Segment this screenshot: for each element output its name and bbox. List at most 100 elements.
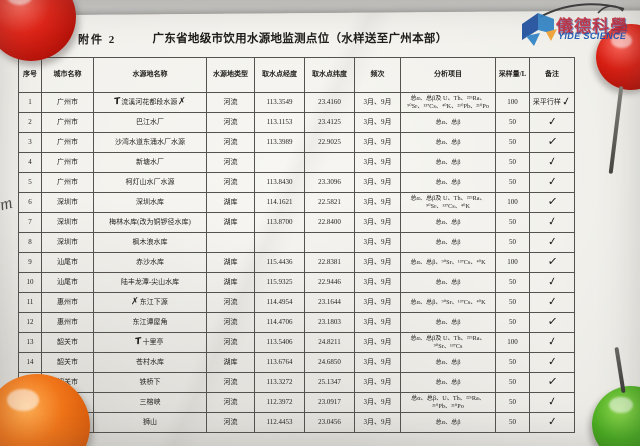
cell-source-type: 河流 bbox=[206, 372, 255, 393]
source-name-text: 赤沙水库 bbox=[136, 258, 164, 267]
cell-source-type: 河流 bbox=[206, 152, 255, 173]
cell-remark: ✓ bbox=[529, 192, 575, 213]
handwritten-checkmark: ✓ bbox=[547, 134, 559, 150]
column-header: 频次 bbox=[354, 57, 401, 93]
cell-remark: ✓ bbox=[529, 312, 575, 333]
cell-remark: ✓ bbox=[529, 292, 575, 313]
cell-sample-volume: 50 bbox=[495, 372, 530, 393]
cell-source-name: 枫木浪水库 bbox=[93, 232, 207, 253]
column-header: 采样量/L bbox=[495, 57, 530, 93]
cell-source-name: 沙湾水道东涌水厂水源 bbox=[93, 132, 207, 153]
cell-city-name: 韶关市 bbox=[41, 352, 94, 373]
cell-serial-number: 2 bbox=[18, 112, 42, 133]
table-row: 9 汕尾市 赤沙水库 湖库 115.4436 22.8381 3月、9月 总α、… bbox=[18, 252, 575, 273]
cell-analysis-items: 总α、总β bbox=[400, 412, 496, 433]
cell-latitude: 23.0456 bbox=[304, 412, 355, 433]
cell-city-name: 广州市 bbox=[41, 112, 94, 133]
cell-frequency: 3月、9月 bbox=[354, 232, 401, 253]
source-name-text: 深圳水库 bbox=[136, 198, 164, 207]
cell-serial-number: 10 bbox=[18, 272, 42, 293]
cell-serial-number: 7 bbox=[18, 212, 42, 233]
cell-source-name: 巴江水厂 bbox=[93, 112, 207, 133]
cell-analysis-items: 总α、总β bbox=[400, 272, 496, 293]
cell-city-name: 广州市 bbox=[41, 132, 94, 153]
column-header: 水源地名称 bbox=[93, 57, 207, 93]
pen-mark: T bbox=[135, 336, 142, 348]
cell-latitude: 24.8211 bbox=[304, 332, 355, 353]
cell-source-name: 铁桥下 bbox=[93, 372, 207, 393]
cell-frequency: 3月、9月 bbox=[354, 92, 401, 113]
table-header-row: 序号 城市名称 水源地名称 水源地类型 取水点经度 取水点纬度 频次 分析项目 采样量/L 备注 bbox=[18, 57, 575, 93]
cell-sample-volume: 100 bbox=[495, 252, 530, 273]
handwritten-checkmark: ✓ bbox=[546, 394, 559, 410]
column-header: 分析项目 bbox=[400, 57, 496, 93]
source-name-text: 柯灯山水厂水源 bbox=[125, 178, 175, 187]
table-row: 14 韶关市 苍村水库 湖库 113.6764 24.6850 3月、9月 总α… bbox=[18, 352, 575, 373]
cell-frequency: 3月、9月 bbox=[354, 252, 401, 273]
cell-source-type: 河流 bbox=[206, 92, 255, 113]
cell-source-name: 梅林水库(改为铜锣径水库) bbox=[93, 212, 207, 233]
cell-serial-number: 1 bbox=[18, 92, 42, 113]
cell-frequency: 3月、9月 bbox=[354, 132, 401, 153]
source-name-text: 枫木浪水库 bbox=[132, 238, 168, 247]
cell-latitude: 23.3096 bbox=[304, 172, 355, 193]
cell-latitude: 23.4160 bbox=[304, 92, 355, 113]
cell-longitude: 114.4954 bbox=[254, 292, 305, 313]
yide-science-logo-english: YIDE SCIENCE bbox=[558, 31, 627, 41]
cell-source-type: 河流 bbox=[206, 292, 255, 313]
handwritten-checkmark: ✓ bbox=[547, 294, 558, 309]
cell-sample-volume: 50 bbox=[495, 352, 530, 373]
cell-remark: ✓ bbox=[529, 112, 575, 133]
handwritten-checkmark: ✓ bbox=[546, 274, 559, 290]
cell-serial-number: 5 bbox=[18, 172, 42, 193]
cell-remark: ✓ bbox=[529, 172, 575, 193]
source-name-text: 沙湾水道东涌水厂水源 bbox=[115, 138, 185, 147]
cell-analysis-items: 总α、总β及 U、Th、²²⁶Ra、⁹⁰Sr、¹³⁷Cs bbox=[400, 332, 496, 353]
handwritten-checkmark: ✓ bbox=[547, 114, 558, 129]
attachment-label: 附件 2 bbox=[78, 34, 117, 46]
cell-longitude: 113.6764 bbox=[254, 352, 305, 373]
handwritten-checkmark: ✓ bbox=[547, 414, 558, 429]
cell-source-type: 湖库 bbox=[206, 212, 255, 233]
cell-serial-number: 9 bbox=[18, 252, 42, 273]
handwritten-checkmark: ✓ bbox=[547, 314, 559, 330]
cell-serial-number: 12 bbox=[18, 312, 42, 333]
cell-latitude: 22.9025 bbox=[304, 132, 355, 153]
cell-source-type: 湖库 bbox=[206, 352, 255, 373]
cell-city-name: 汕尾市 bbox=[41, 272, 94, 293]
cell-latitude: 23.0917 bbox=[304, 392, 355, 413]
cell-latitude bbox=[304, 152, 355, 173]
cell-latitude: 25.1347 bbox=[304, 372, 355, 393]
cell-frequency: 3月、9月 bbox=[354, 312, 401, 333]
cell-city-name: 广州市 bbox=[41, 172, 94, 193]
cell-sample-volume: 50 bbox=[495, 272, 530, 293]
cell-city-name: 深圳市 bbox=[41, 212, 94, 233]
cell-source-name: ✗东江下源 bbox=[93, 292, 207, 313]
cell-remark: ✓ bbox=[529, 372, 575, 393]
cell-sample-volume: 100 bbox=[495, 92, 530, 113]
handwritten-checkmark: ✓ bbox=[547, 234, 558, 249]
cell-remark: ✓ bbox=[529, 352, 575, 373]
cell-longitude: 113.8430 bbox=[254, 172, 305, 193]
cell-sample-volume: 50 bbox=[495, 172, 530, 193]
cell-source-name: 三榕峡 bbox=[93, 392, 207, 413]
cell-source-type: 河流 bbox=[206, 172, 255, 193]
cell-longitude: 114.4706 bbox=[254, 312, 305, 333]
cell-longitude: 112.3972 bbox=[254, 392, 305, 413]
table-row: 2 广州市 巴江水厂 河流 113.1153 23.4125 3月、9月 总α、… bbox=[18, 112, 575, 133]
cell-source-type bbox=[206, 232, 255, 253]
cell-sample-volume: 50 bbox=[495, 152, 530, 173]
cell-latitude: 24.6850 bbox=[304, 352, 355, 373]
cell-frequency: 3月、9月 bbox=[354, 292, 401, 313]
table-row: 4 广州市 新塘水厂 河流 3月、9月 总α、总β 50 ✓ bbox=[18, 152, 575, 173]
cell-city-name: 惠州市 bbox=[41, 292, 94, 313]
cell-latitude: 23.1644 bbox=[304, 292, 355, 313]
cell-sample-volume: 50 bbox=[495, 232, 530, 253]
cell-analysis-items: 总α、总β、⁹⁰Sr、¹³⁷Cs、⁴⁰K bbox=[400, 252, 496, 273]
cell-latitude: 23.4125 bbox=[304, 112, 355, 133]
handwritten-checkmark: ✓ bbox=[547, 194, 559, 210]
cell-serial-number: 4 bbox=[18, 152, 42, 173]
cell-latitude: 22.5821 bbox=[304, 192, 355, 213]
source-name-text: 新塘水厂 bbox=[136, 158, 164, 167]
